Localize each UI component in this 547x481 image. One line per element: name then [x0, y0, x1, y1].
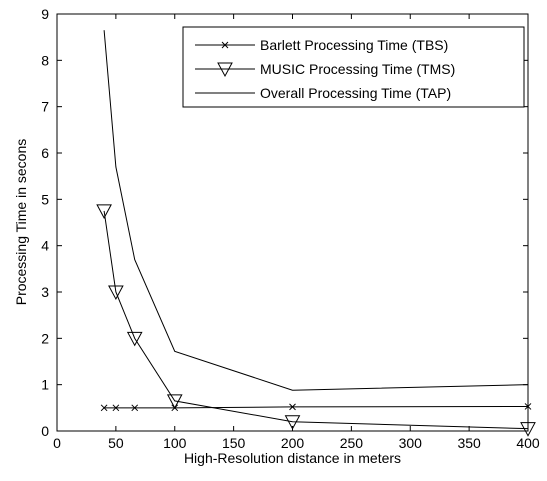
series-0: [100, 403, 532, 412]
legend-marker: [221, 41, 229, 49]
data-point: [284, 415, 301, 430]
series-2: [103, 30, 529, 391]
data-point: [112, 404, 120, 412]
series-line: [103, 210, 529, 430]
x-tick-label: 50: [108, 435, 124, 451]
data-point: [166, 394, 183, 409]
legend: Barlett Processing Time (TBS) MUSIC Proce…: [182, 26, 525, 108]
x-tick-label: 200: [281, 435, 305, 451]
y-tick-label: 6: [41, 145, 49, 161]
data-point: [524, 403, 532, 410]
y-tick-label: 0: [41, 423, 49, 439]
legend-marker: [217, 62, 233, 78]
data-point: [96, 204, 112, 219]
y-tick-label: 4: [41, 238, 49, 254]
y-tick-label: 8: [41, 52, 49, 68]
data-point: [520, 422, 536, 437]
data-point: [108, 285, 124, 301]
x-tick-label: 250: [340, 435, 364, 451]
data-point: [126, 331, 143, 347]
legend-entry: MUSIC Processing Time (TMS): [195, 61, 455, 78]
y-axis-label: Processing Time in secons: [13, 139, 29, 306]
data-point: [131, 404, 139, 412]
legend-label: Overall Processing Time (TAP): [260, 85, 451, 101]
ticks: 0 50 100 150 200 250 300 350 400 0 1 2 3 4 5 6 7 8 9: [41, 6, 540, 451]
x-tick-label: 100: [163, 435, 187, 451]
series-1: [96, 204, 536, 437]
x-tick-label: 150: [222, 435, 246, 451]
legend-label: Barlett Processing Time (TBS): [260, 37, 448, 53]
legend-box: [182, 26, 525, 108]
y-tick-label: 2: [41, 330, 49, 346]
x-tick-label: 300: [399, 435, 423, 451]
series-line: [104, 405, 529, 409]
data-point: [289, 403, 296, 411]
y-tick-label: 1: [41, 377, 49, 393]
data-point: [100, 404, 108, 412]
x-tick-label: 400: [516, 435, 540, 451]
y-tick-label: 5: [41, 191, 49, 207]
x-axis-label: High-Resolution distance in meters: [184, 450, 401, 466]
legend-label: MUSIC Processing Time (TMS): [260, 61, 455, 77]
series-layer: [96, 30, 536, 437]
series-line: [103, 30, 529, 391]
x-tick-label: 0: [53, 435, 61, 451]
x-tick-label: 350: [457, 435, 481, 451]
y-tick-label: 3: [41, 284, 49, 300]
legend-entry: Barlett Processing Time (TBS): [195, 37, 448, 53]
y-tick-label: 9: [41, 6, 49, 22]
y-tick-label: 7: [41, 99, 49, 115]
legend-entries: Barlett Processing Time (TBS) MUSIC Proce…: [195, 37, 455, 101]
legend-entry: Overall Processing Time (TAP): [195, 85, 451, 101]
